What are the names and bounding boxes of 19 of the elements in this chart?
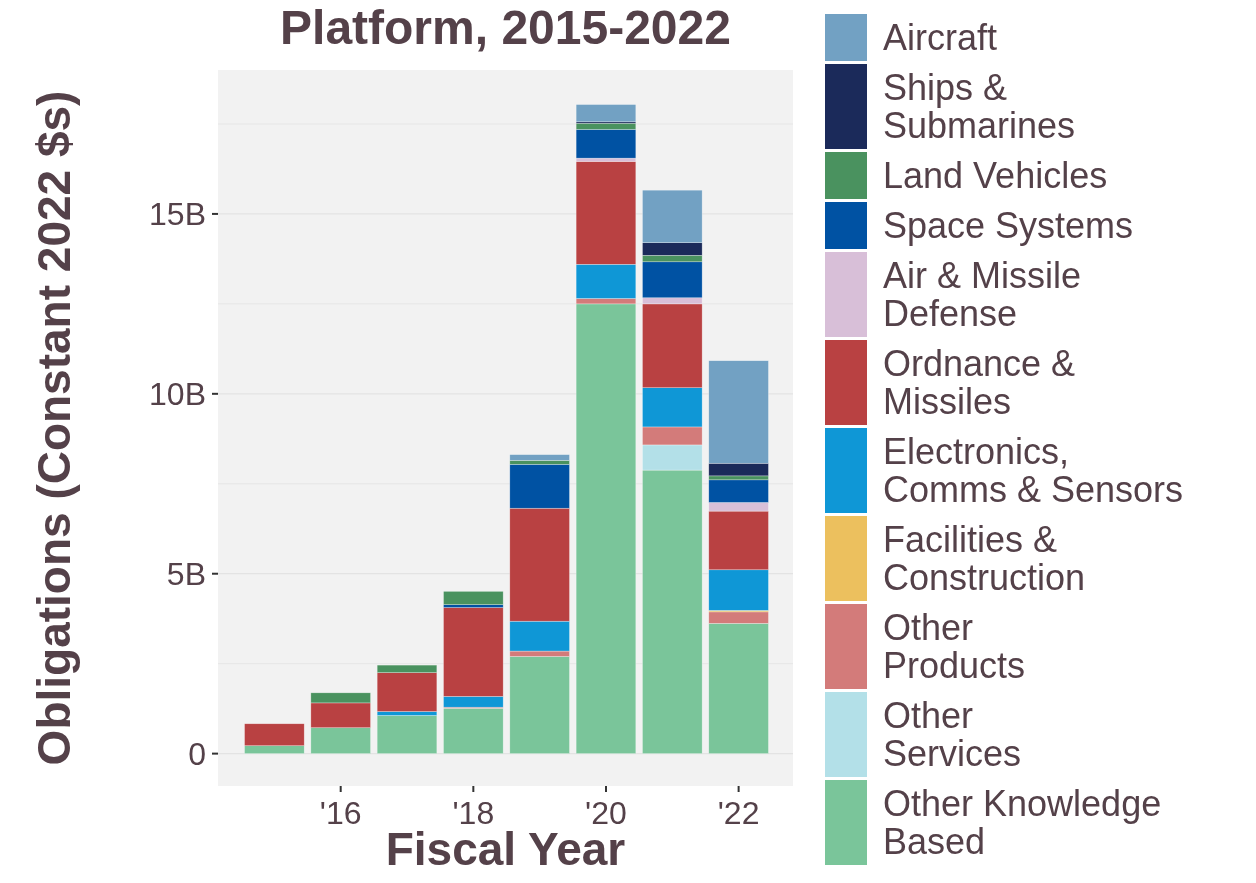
legend-label: Ordnance & Missiles bbox=[883, 343, 1076, 422]
y-tick-label: 15B bbox=[149, 196, 206, 233]
legend-label: Electronics, Comms & Sensors bbox=[883, 431, 1184, 510]
legend-label: Aircraft bbox=[883, 17, 998, 58]
legend-label: Land Vehicles bbox=[883, 155, 1108, 196]
legend-label: Air & Missile Defense bbox=[883, 255, 1082, 334]
legend-label: Other Services bbox=[883, 695, 1022, 774]
x-tick-label: '22 bbox=[717, 795, 760, 831]
y-tick-label: 0 bbox=[188, 735, 206, 772]
legend-label: Facilities & Construction bbox=[883, 519, 1086, 598]
chart-title: Platform, 2015-2022 bbox=[280, 1, 731, 54]
x-tick-label: '16 bbox=[319, 795, 362, 831]
legend-label: Other Knowledge Based bbox=[883, 783, 1162, 862]
y-tick-label: 5B bbox=[166, 555, 206, 592]
legend-label: Ships & Submarines bbox=[883, 67, 1076, 146]
y-axis-title: Obligations (Constant 2022 $s) bbox=[28, 90, 80, 766]
legend-label: Space Systems bbox=[883, 205, 1134, 246]
legend-label: Other Products bbox=[883, 607, 1026, 686]
y-tick-label: 10B bbox=[149, 376, 206, 413]
